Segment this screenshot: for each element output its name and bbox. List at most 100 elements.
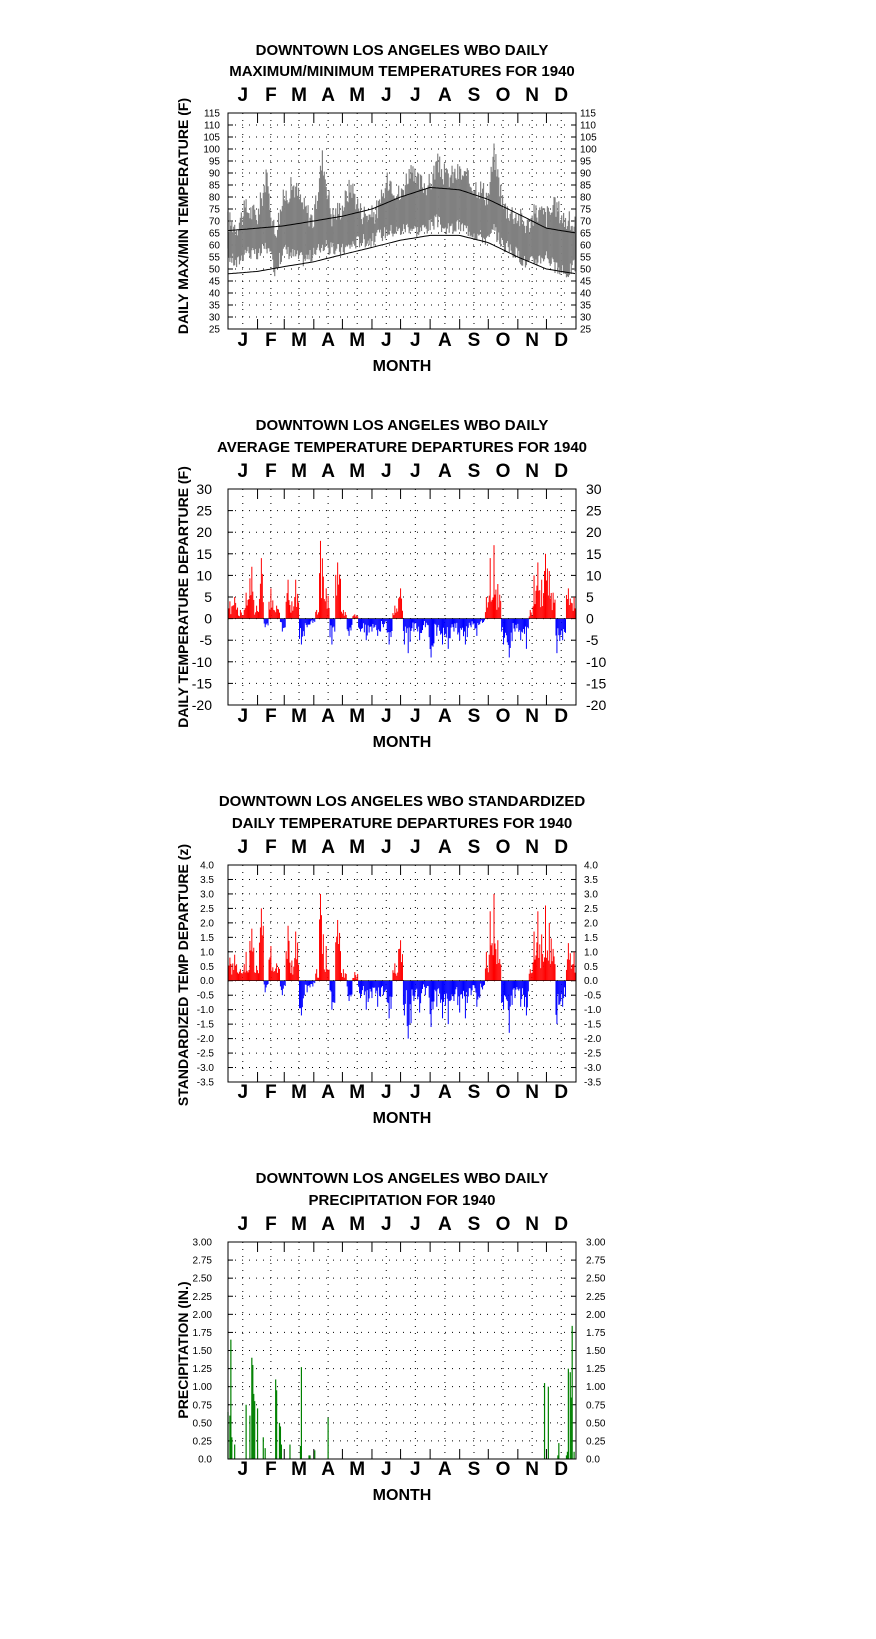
- plot-frame: [227, 1241, 577, 1460]
- month-label-top: J: [237, 837, 248, 858]
- y-tick-label-left: 40: [209, 289, 221, 300]
- month-label-top: J: [410, 1214, 421, 1235]
- y-tick-label-right: 1.0: [584, 947, 598, 958]
- y-tick-label-right: 1.5: [584, 933, 598, 944]
- y-tick-label-left: 85: [209, 181, 221, 192]
- y-tick-label-left: 90: [209, 169, 221, 180]
- month-label-bottom: J: [410, 1459, 421, 1480]
- y-axis-label: PRECIPITATION (IN.): [175, 1281, 191, 1418]
- x-axis-label: MONTH: [373, 358, 432, 375]
- y-tick-label-left: 0.50: [193, 1418, 213, 1429]
- y-tick-label-right: -2.0: [584, 1034, 602, 1045]
- month-label-top: J: [410, 837, 421, 858]
- month-label-bottom: N: [525, 1082, 539, 1103]
- month-label-bottom: A: [438, 330, 452, 351]
- y-tick-label-right: 100: [580, 145, 597, 156]
- chart-title-line2: PRECIPITATION FOR 1940: [309, 1192, 496, 1209]
- y-tick-label-left: 115: [204, 109, 220, 120]
- month-label-top: J: [410, 461, 421, 482]
- y-tick-label-right: -15: [586, 675, 606, 691]
- normal-temperature-line: [227, 186, 576, 234]
- y-tick-label-right: 1.25: [586, 1364, 606, 1375]
- y-tick-label-right: -3.5: [584, 1078, 602, 1089]
- chart-title-line2: AVERAGE TEMPERATURE DEPARTURES FOR 1940: [217, 439, 587, 456]
- y-tick-label-left: 25: [209, 325, 221, 336]
- month-label-top: O: [496, 837, 511, 858]
- y-tick-label-left: 10: [196, 567, 212, 583]
- month-label-bottom: J: [381, 330, 392, 351]
- y-tick-label-left: 60: [209, 241, 221, 252]
- month-label-top: D: [554, 85, 568, 106]
- y-tick-label-left: -1.0: [197, 1005, 215, 1016]
- month-label-bottom: A: [321, 1459, 335, 1480]
- plot-frame: [227, 864, 577, 1083]
- y-tick-label-left: 0.25: [193, 1436, 213, 1447]
- month-label-top: F: [265, 461, 277, 482]
- y-tick-label-left: 25: [196, 503, 212, 519]
- month-label-bottom: S: [468, 706, 481, 727]
- y-tick-label-left: -10: [192, 654, 212, 670]
- month-label-bottom: S: [468, 1082, 481, 1103]
- y-tick-label-right: 1.00: [586, 1382, 606, 1393]
- month-label-top: S: [468, 1214, 481, 1235]
- month-label-bottom: D: [554, 1082, 568, 1103]
- y-tick-label-right: -5: [586, 632, 599, 648]
- y-tick-label-right: 2.5: [584, 904, 598, 915]
- month-label-bottom: J: [410, 706, 421, 727]
- month-label-top: O: [496, 1214, 511, 1235]
- month-label-bottom: A: [321, 1082, 335, 1103]
- y-tick-label-right: 65: [580, 229, 592, 240]
- month-label-top: J: [237, 85, 248, 106]
- y-tick-label-left: 1.75: [193, 1328, 213, 1339]
- month-label-top: A: [438, 1214, 452, 1235]
- y-tick-label-right: 110: [580, 121, 596, 132]
- y-tick-label-left: 0.75: [193, 1400, 213, 1411]
- y-tick-label-right: -0.5: [584, 991, 602, 1002]
- y-tick-label-left: -0.5: [197, 991, 215, 1002]
- month-label-bottom: A: [438, 706, 452, 727]
- month-label-bottom: A: [438, 1082, 452, 1103]
- y-tick-label-right: 55: [580, 253, 592, 264]
- month-label-top: S: [468, 837, 481, 858]
- y-tick-label-right: 2.75: [586, 1256, 606, 1267]
- month-label-bottom: M: [349, 1459, 365, 1480]
- month-label-top: J: [381, 837, 392, 858]
- y-tick-label-left: -3.5: [197, 1078, 215, 1089]
- chart-title-line1: DOWNTOWN LOS ANGELES WBO DAILY: [256, 42, 549, 59]
- y-tick-label-left: -15: [192, 675, 212, 691]
- y-tick-label-left: 1.25: [193, 1364, 213, 1375]
- chart-1: DOWNTOWN LOS ANGELES WBO DAILY MAXIMUM/MI…: [175, 42, 597, 375]
- chart-title-line1: DOWNTOWN LOS ANGELES WBO DAILY: [256, 417, 549, 434]
- y-tick-label-right: -1.5: [584, 1020, 602, 1031]
- y-tick-label-right: 2.50: [586, 1274, 606, 1285]
- y-tick-label-right: -20: [586, 697, 606, 713]
- y-tick-label-right: 115: [580, 109, 596, 120]
- y-tick-label-left: 50: [209, 265, 221, 276]
- y-tick-label-left: 4.0: [200, 861, 214, 872]
- plot-frame: [227, 112, 577, 330]
- month-label-top: A: [438, 85, 452, 106]
- month-label-bottom: O: [496, 706, 511, 727]
- month-label-top: A: [438, 837, 452, 858]
- month-label-bottom: S: [468, 1459, 481, 1480]
- month-label-top: O: [496, 461, 511, 482]
- month-label-bottom: N: [525, 330, 539, 351]
- y-tick-label-left: 95: [209, 157, 221, 168]
- chart-title-line2: MAXIMUM/MINIMUM TEMPERATURES FOR 1940: [229, 63, 575, 80]
- y-tick-label-right: 1.75: [586, 1328, 606, 1339]
- month-label-top: J: [381, 461, 392, 482]
- x-axis-label: MONTH: [373, 1110, 432, 1127]
- month-label-top: J: [381, 1214, 392, 1235]
- month-label-bottom: J: [237, 1459, 248, 1480]
- month-label-top: N: [525, 85, 539, 106]
- month-label-bottom: O: [496, 1082, 511, 1103]
- month-label-top: J: [381, 85, 392, 106]
- y-tick-label-left: 0.0: [198, 1455, 212, 1466]
- y-tick-label-left: 5: [204, 589, 212, 605]
- y-tick-label-left: -3.0: [197, 1063, 215, 1074]
- month-label-top: M: [291, 837, 307, 858]
- y-tick-label-left: 70: [209, 217, 221, 228]
- month-label-bottom: N: [525, 1459, 539, 1480]
- y-tick-label-right: 95: [580, 157, 592, 168]
